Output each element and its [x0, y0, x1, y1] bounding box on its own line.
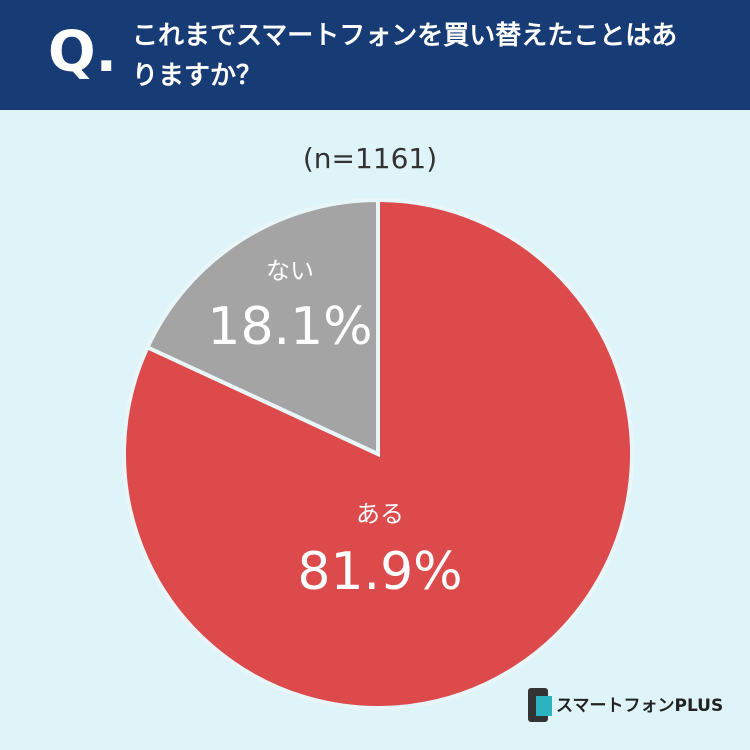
- q-mark: Q.: [48, 20, 117, 85]
- slice-label: ない: [266, 257, 314, 285]
- logo-accent: [536, 696, 552, 716]
- header: Q. これまでスマートフォンを買い替えたことはありますか？: [0, 0, 750, 110]
- question-title: これまでスマートフォンを買い替えたことはありますか？: [132, 21, 678, 91]
- slice-value-label: 81.9%: [297, 542, 462, 602]
- logo-text: スマートフォンPLUS: [556, 696, 723, 716]
- slice-label: ある: [356, 500, 404, 528]
- logo-icon: [528, 688, 552, 722]
- subtitle: (n=1161): [303, 142, 437, 175]
- pie-slice: [144, 197, 380, 458]
- slice-value-label: 18.1%: [207, 297, 372, 357]
